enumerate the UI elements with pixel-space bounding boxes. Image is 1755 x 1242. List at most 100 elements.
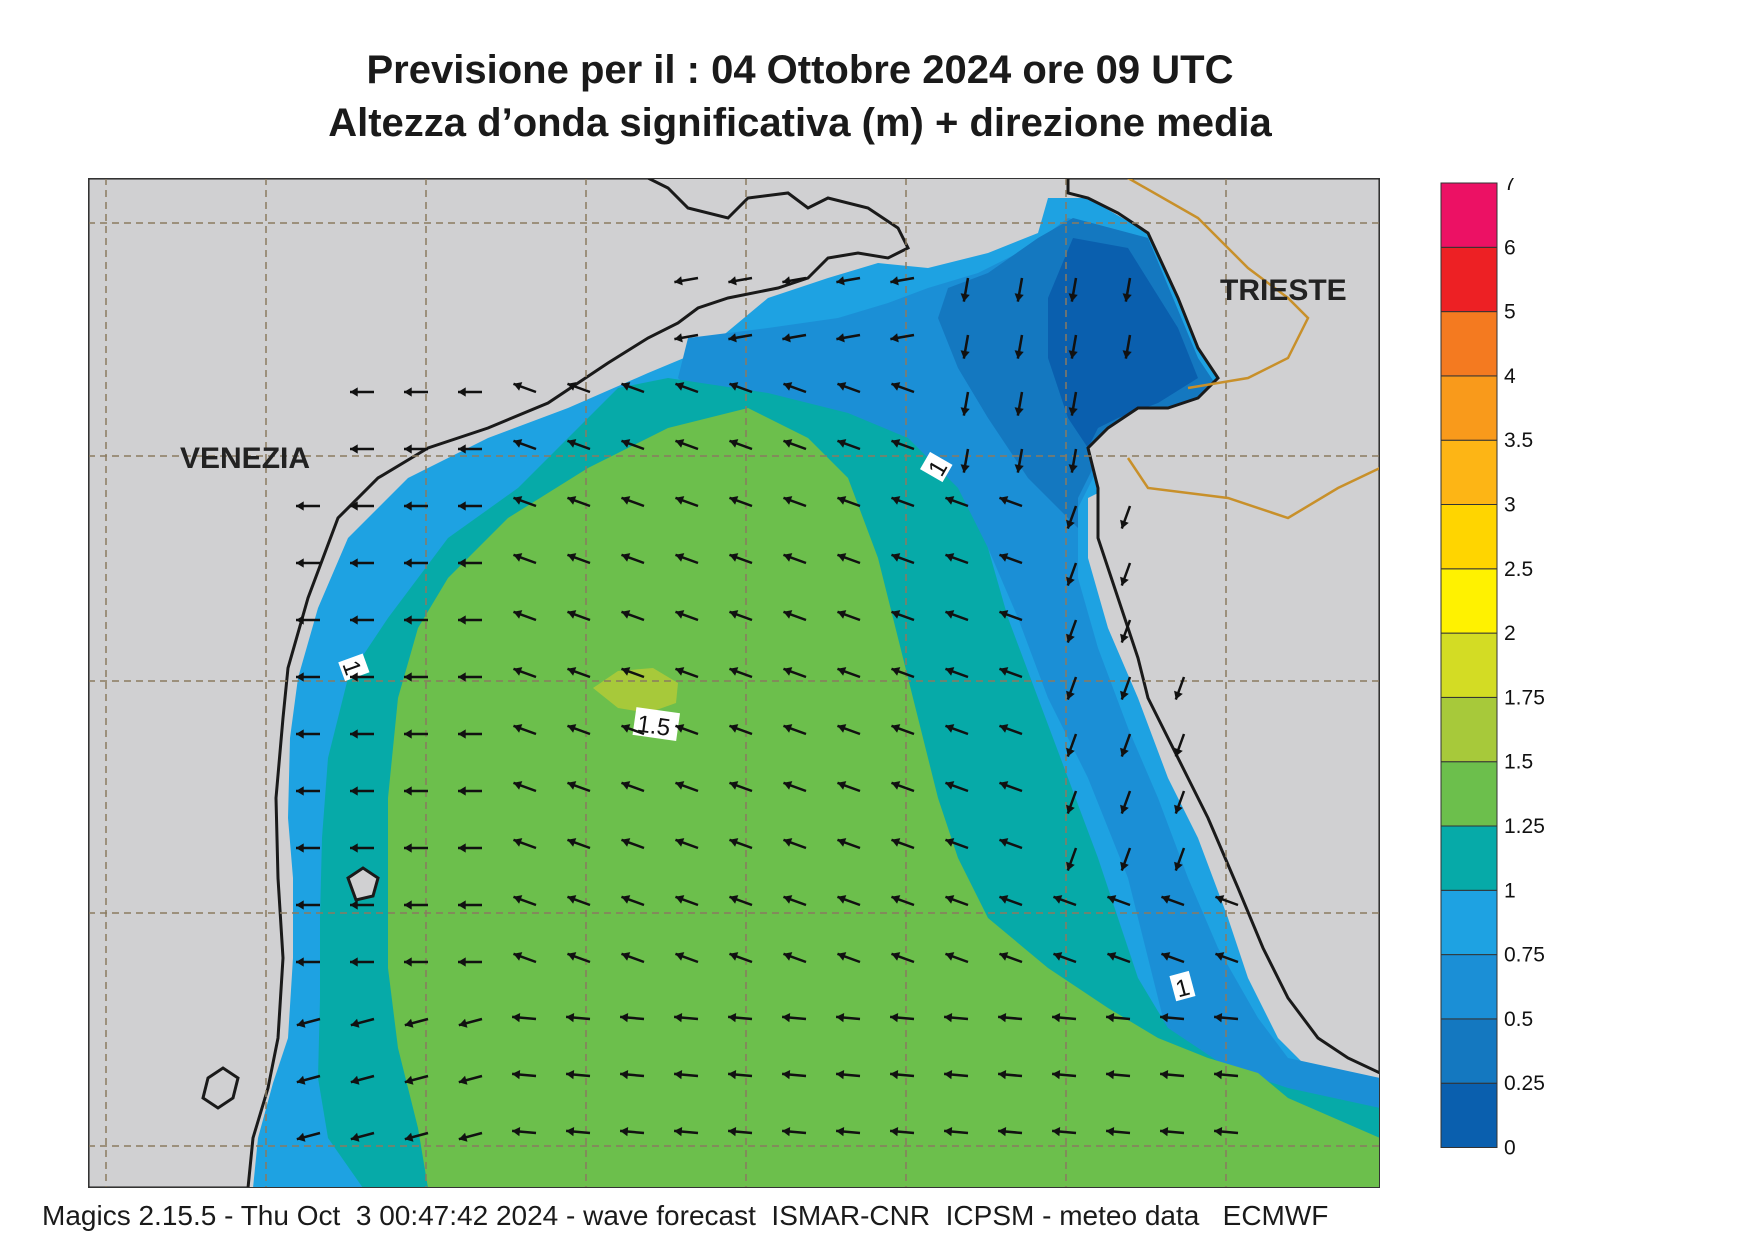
direction-arrowhead: [891, 496, 901, 505]
contour-label: 1: [1169, 970, 1196, 1003]
direction-arrowhead: [567, 895, 577, 904]
direction-arrowhead: [729, 553, 739, 562]
direction-arrowhead: [1053, 952, 1063, 961]
direction-arrowhead: [890, 1069, 899, 1080]
colorbar-swatch: [1440, 246, 1498, 313]
direction-arrowhead: [567, 838, 577, 847]
direction-arrowhead: [296, 729, 304, 739]
direction-arrowhead: [621, 724, 631, 733]
direction-arrowhead: [945, 838, 955, 847]
colorbar-tick-label: 1.75: [1504, 686, 1545, 709]
direction-arrowhead: [1160, 1069, 1169, 1080]
direction-arrowhead: [837, 952, 847, 961]
direction-arrowhead: [404, 615, 412, 625]
colorbar-legend: 0 0.25 0.5 0.75 1 1.25 1.5 1.75 2 2.5 3 3.5 4 5 6 7: [1440, 178, 1545, 1158]
direction-arrowhead: [1174, 861, 1183, 871]
direction-arrowhead: [296, 957, 304, 967]
direction-arrowhead: [458, 1018, 468, 1028]
direction-arrowhead: [729, 667, 739, 676]
direction-arrowhead: [567, 382, 577, 391]
colorbar-swatch: [1440, 632, 1498, 698]
direction-arrowhead: [675, 952, 685, 961]
direction-arrowhead: [1052, 1126, 1061, 1137]
direction-arrowhead: [1107, 952, 1117, 961]
direction-arrowhead: [621, 781, 631, 790]
direction-arrowhead: [945, 724, 955, 733]
direction-arrowhead: [675, 496, 685, 505]
direction-arrowhead: [512, 1069, 521, 1080]
direction-arrowhead: [783, 496, 793, 505]
direction-arrowhead: [783, 439, 793, 448]
direction-arrowhead: [945, 667, 955, 676]
direction-arrowhead: [999, 781, 1009, 790]
direction-arrowhead: [782, 276, 791, 286]
direction-arrowhead: [674, 1012, 683, 1023]
direction-arrowhead: [296, 1018, 306, 1028]
direction-arrowhead: [837, 496, 847, 505]
direction-arrowhead: [296, 501, 304, 511]
direction-arrowhead: [621, 895, 631, 904]
direction-arrowhead: [567, 667, 577, 676]
direction-arrowhead: [513, 952, 523, 961]
direction-arrowhead: [890, 1126, 899, 1137]
direction-arrowhead: [1068, 293, 1078, 302]
direction-arrowhead: [350, 1132, 360, 1142]
direction-arrowhead: [729, 610, 739, 619]
direction-arrowhead: [621, 382, 631, 391]
direction-arrowhead: [1161, 895, 1171, 904]
direction-arrowhead: [621, 439, 631, 448]
direction-arrowhead: [729, 724, 739, 733]
direction-arrowhead: [350, 900, 358, 910]
direction-arrowhead: [891, 952, 901, 961]
direction-arrowhead: [567, 724, 577, 733]
direction-arrowhead: [458, 786, 466, 796]
direction-arrowhead: [891, 382, 901, 391]
direction-arrowhead: [782, 1012, 791, 1023]
direction-arrowhead: [783, 952, 793, 961]
direction-arrowhead: [621, 553, 631, 562]
direction-arrowhead: [945, 952, 955, 961]
direction-arrowhead: [675, 382, 685, 391]
direction-arrowhead: [296, 843, 304, 853]
direction-arrowhead: [1066, 690, 1075, 700]
direction-arrowhead: [513, 667, 523, 676]
direction-arrowhead: [350, 444, 358, 454]
direction-arrowhead: [1066, 633, 1075, 643]
direction-arrowhead: [999, 496, 1009, 505]
direction-arrowhead: [999, 838, 1009, 847]
direction-arrowhead: [783, 382, 793, 391]
colorbar-tick-label: 3: [1504, 494, 1516, 517]
direction-arrowhead: [513, 553, 523, 562]
direction-arrowhead: [999, 667, 1009, 676]
direction-arrowhead: [1014, 464, 1024, 473]
direction-arrowhead: [1066, 804, 1075, 814]
direction-arrowhead: [1120, 690, 1129, 700]
contour-label: 1: [336, 653, 370, 682]
direction-arrowhead: [513, 724, 523, 733]
wave-height-map: VENEZIA TRIESTE 1 1 1 1.5: [88, 178, 1380, 1188]
direction-arrowhead: [513, 838, 523, 847]
direction-arrowhead: [891, 667, 901, 676]
sea-band-0: [1048, 238, 1198, 448]
sea-band-1-5: [593, 668, 678, 713]
direction-arrowhead: [458, 672, 466, 682]
direction-arrowhead: [1122, 293, 1132, 302]
colorbar-tick-label: 0.5: [1504, 1008, 1533, 1031]
direction-arrowhead: [890, 333, 899, 343]
colorbar-tick-label: 5: [1504, 301, 1516, 324]
direction-arrowhead: [404, 1018, 414, 1028]
direction-arrowhead: [1053, 895, 1063, 904]
svg-text:1.5: 1.5: [635, 710, 672, 741]
direction-arrowhead: [999, 553, 1009, 562]
direction-arrowhead: [567, 553, 577, 562]
direction-arrowhead: [960, 350, 970, 359]
istria-land: [1066, 178, 1380, 1075]
direction-arrowhead: [675, 667, 685, 676]
direction-arrowhead: [960, 464, 970, 473]
direction-arrowhead: [1066, 861, 1075, 871]
wave-direction-arrows: [296, 276, 1239, 1142]
direction-arrowhead: [783, 781, 793, 790]
direction-arrowhead: [1052, 1069, 1061, 1080]
colorbar-tick-label: 1.5: [1504, 751, 1533, 774]
direction-arrowhead: [350, 558, 358, 568]
